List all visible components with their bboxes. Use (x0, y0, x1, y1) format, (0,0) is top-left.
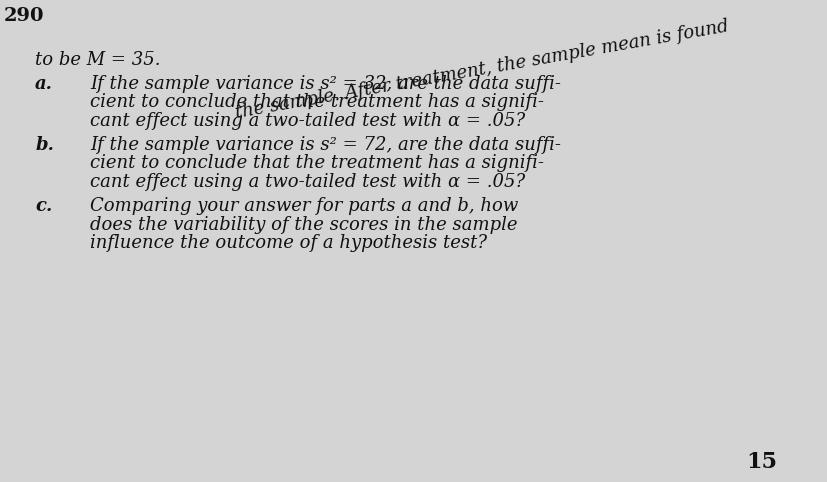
Text: 15: 15 (745, 451, 776, 473)
Text: cant effect using a two-tailed test with α = .05?: cant effect using a two-tailed test with… (89, 112, 524, 130)
Text: cient to conclude that the treatment has a signifi-: cient to conclude that the treatment has… (89, 155, 543, 173)
Text: 290: 290 (4, 7, 45, 25)
Text: a.: a. (35, 75, 53, 93)
Text: influence the outcome of a hypothesis test?: influence the outcome of a hypothesis te… (89, 234, 486, 252)
Text: cient to conclude that the treatment has a signifi-: cient to conclude that the treatment has… (89, 93, 543, 111)
Text: does the variability of the scores in the sample: does the variability of the scores in th… (89, 216, 517, 234)
Text: the sample. After treatment, the sample mean is found: the sample. After treatment, the sample … (234, 17, 729, 121)
Text: to be M = 35.: to be M = 35. (35, 51, 160, 68)
Text: cant effect using a two-tailed test with α = .05?: cant effect using a two-tailed test with… (89, 173, 524, 191)
Text: b.: b. (35, 136, 54, 154)
Text: c.: c. (35, 197, 52, 215)
Text: Comparing your answer for parts a and b, how: Comparing your answer for parts a and b,… (89, 197, 518, 215)
Text: If the sample variance is s² = 72, are the data suffi-: If the sample variance is s² = 72, are t… (89, 136, 560, 154)
Text: If the sample variance is s² = 32, are the data suffi-: If the sample variance is s² = 32, are t… (89, 75, 560, 93)
